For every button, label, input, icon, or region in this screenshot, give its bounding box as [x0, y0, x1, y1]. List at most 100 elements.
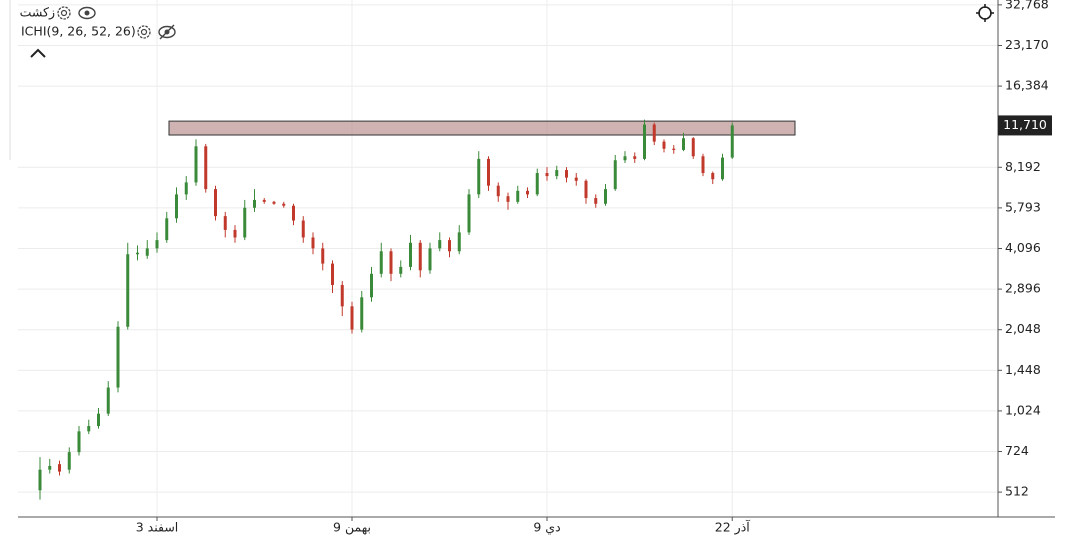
candle-body [331, 263, 334, 285]
candle-body [97, 413, 100, 427]
candle-body [126, 254, 130, 327]
candle-body [272, 201, 276, 204]
last-price-box [998, 115, 1052, 136]
candle-body [389, 251, 393, 274]
y-tick-label: 512 [1005, 484, 1029, 499]
y-tick-label: 1,024 [1005, 402, 1041, 417]
candle-body [623, 156, 627, 161]
candle-body [613, 160, 617, 190]
y-tick-label: 32,768 [1005, 0, 1049, 11]
candle-body [223, 216, 227, 230]
candle-body [574, 177, 578, 181]
candle-body [662, 141, 666, 149]
candle-body [87, 426, 91, 432]
y-tick-label: 23,170 [1005, 37, 1049, 52]
candle-body [67, 452, 71, 470]
candle-body [652, 124, 656, 142]
candle-body [194, 146, 198, 183]
y-tick-label: 1,448 [1005, 362, 1041, 377]
candle-body [38, 469, 42, 491]
candle-body [526, 190, 529, 195]
candle-body [555, 170, 559, 177]
candle-body [438, 240, 442, 249]
candle-body [457, 232, 461, 252]
candle-body [145, 248, 149, 256]
candle-body [136, 252, 139, 255]
candle-body [565, 170, 568, 178]
candle-body [721, 157, 724, 180]
x-tick-label: 9 دي [533, 520, 560, 535]
candle-body [633, 156, 637, 159]
candle-body [155, 240, 159, 249]
candle-body [292, 205, 295, 221]
candle-body [243, 207, 247, 238]
candle-body [58, 464, 61, 472]
collapse-button[interactable] [30, 48, 46, 58]
candle-body [643, 124, 646, 159]
candle-body [535, 173, 539, 195]
x-tick-label: 3 اسفند [136, 520, 179, 535]
hidden-icon[interactable] [158, 24, 176, 40]
grid [18, 0, 998, 517]
candle-body [311, 237, 315, 249]
candle-body [418, 242, 422, 271]
price-zone [168, 120, 796, 136]
indicator-label: ICHI(9, 26, 52, 26) [21, 24, 136, 39]
crosshair-button[interactable] [976, 4, 994, 22]
candle-body [301, 220, 305, 238]
y-tick-label: 2,896 [1005, 281, 1041, 296]
candle-body [175, 194, 178, 219]
y-tick-label: 2,048 [1005, 321, 1041, 336]
candle-body [448, 240, 451, 252]
candle-body [214, 189, 217, 217]
candle-body [321, 248, 325, 264]
candle-body [496, 185, 500, 197]
candle-body [379, 251, 383, 274]
candle-body [691, 138, 695, 157]
x-tick-label: 22 آذر [715, 520, 750, 536]
candle-body [701, 156, 705, 174]
candle-body [604, 189, 607, 204]
candle-body [116, 326, 120, 388]
candle-body [711, 173, 715, 180]
candle-body [106, 387, 110, 414]
candle-body [253, 199, 256, 208]
candle-body [409, 242, 412, 267]
candle-body [204, 146, 208, 190]
settings-icon[interactable] [137, 25, 151, 39]
symbol-title: زکشت [20, 5, 55, 21]
candle-body [262, 199, 266, 202]
y-tick-label: 8,192 [1005, 159, 1041, 174]
candle-body [467, 194, 471, 233]
candle-body [477, 158, 481, 195]
candle-body [487, 158, 490, 186]
candle-body [233, 229, 237, 238]
candle-body [165, 218, 169, 241]
last-price-label: 11,710 [1003, 117, 1047, 132]
candle-body [399, 266, 403, 274]
y-tick-label: 5,793 [1005, 199, 1041, 214]
candle-body [48, 465, 52, 470]
candle-body [672, 148, 676, 150]
settings-icon[interactable] [57, 6, 71, 20]
candle-body [506, 196, 510, 202]
candle-body [77, 431, 81, 453]
candle-body [370, 273, 373, 298]
candle-body [360, 297, 364, 330]
candle-body [516, 190, 520, 202]
candle-body [340, 284, 344, 307]
candle-body [730, 125, 734, 158]
y-tick-label: 724 [1005, 443, 1029, 458]
candle-body [682, 138, 685, 150]
candle-body [282, 203, 286, 206]
y-tick-label: 16,384 [1005, 78, 1049, 93]
candle-body [184, 182, 188, 195]
candle-body [545, 173, 549, 177]
x-tick-label: 9 بهمن [333, 520, 371, 536]
visibility-icon[interactable] [78, 6, 96, 20]
candle-body [584, 180, 588, 199]
y-tick-label: 4,096 [1005, 240, 1041, 255]
candle-body [594, 198, 598, 204]
